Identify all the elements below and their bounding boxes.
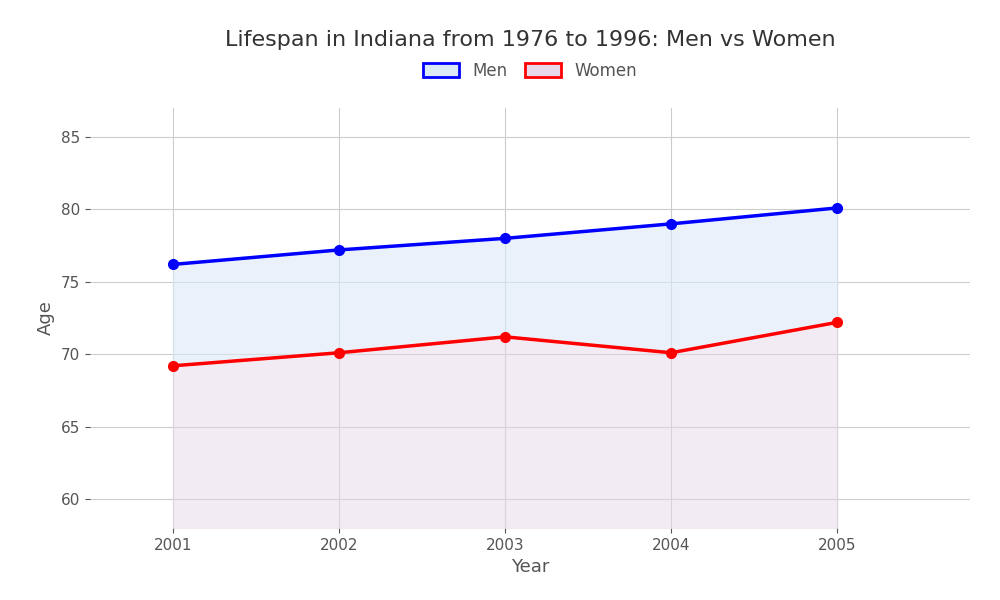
Title: Lifespan in Indiana from 1976 to 1996: Men vs Women: Lifespan in Indiana from 1976 to 1996: M…: [225, 29, 835, 49]
X-axis label: Year: Year: [511, 558, 549, 576]
Y-axis label: Age: Age: [37, 301, 55, 335]
Legend: Men, Women: Men, Women: [423, 62, 637, 80]
